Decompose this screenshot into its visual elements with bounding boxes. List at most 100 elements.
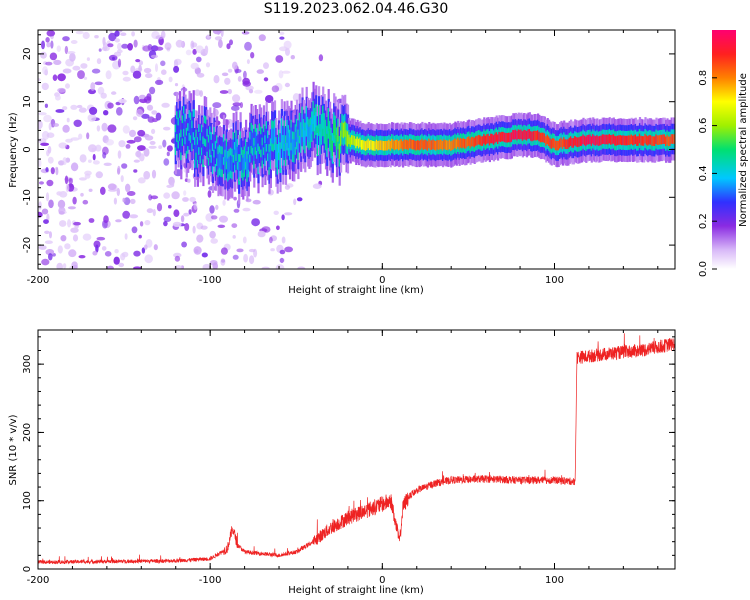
spectrogram-cell	[62, 106, 68, 111]
spectrogram-cell	[46, 30, 56, 37]
spectrogram-cell	[309, 125, 312, 141]
spectrogram-cell	[312, 183, 322, 189]
spectrogram-cell	[216, 143, 219, 159]
spectrogram-cell	[55, 94, 61, 101]
spectrogram-cell	[109, 30, 113, 34]
spectrogram-cell	[88, 218, 95, 223]
spectrogram-cell	[626, 135, 629, 146]
spectrogram-cell	[636, 136, 639, 146]
spectrogram-cell	[220, 153, 223, 170]
spectrogram-cell	[215, 204, 219, 210]
spectrogram-cell	[117, 42, 122, 51]
spectrogram-cell	[105, 139, 114, 146]
spectrogram-cell	[118, 99, 127, 104]
spectrogram-cell	[122, 76, 131, 82]
spectrogram-cell	[204, 45, 209, 54]
spectrogram-cell	[250, 52, 255, 59]
spectrogram-cell	[520, 129, 523, 140]
snr-xlabel: Height of straight line (km)	[288, 585, 424, 596]
spectrogram-cell	[243, 154, 246, 170]
spectrogram-cell	[495, 132, 498, 142]
spectrogram-cell	[210, 215, 218, 220]
spectrogram-cell	[386, 140, 389, 151]
spectrogram-cell	[371, 140, 374, 151]
spectrogram-cell	[330, 135, 333, 151]
spectrogram-cell	[229, 39, 233, 46]
spectrogram-cell	[524, 130, 527, 140]
spectrogram-cell	[565, 139, 569, 150]
spectrogram-cell	[251, 218, 260, 227]
spectrogram-cell	[280, 125, 283, 142]
spectrogram-cell	[279, 31, 285, 35]
spectrogram-cell	[88, 188, 93, 192]
spectrogram-cell	[115, 219, 122, 223]
spectrogram-cell	[180, 215, 185, 223]
spectrogram-cell	[68, 249, 77, 258]
spectrogram-cell	[235, 138, 238, 154]
spectrogram-cell	[40, 51, 47, 59]
spectrogram-cell	[670, 134, 673, 144]
spectrogram-cell	[184, 223, 190, 231]
spectrogram-xlabel: Height of straight line (km)	[288, 285, 424, 296]
spectrogram-cell	[450, 141, 453, 151]
spectrogram-cell	[348, 134, 351, 145]
spectrogram-cell	[357, 138, 361, 149]
spectrogram-cell	[461, 138, 464, 149]
spectrogram-cell	[284, 142, 288, 159]
spectrogram-cell	[246, 158, 249, 175]
spectrogram-cell	[373, 141, 376, 151]
spectrogram-cell	[275, 144, 278, 160]
spectrogram-cell	[45, 167, 49, 173]
spectrogram-cell	[117, 150, 122, 159]
spectrogram-cell	[57, 73, 66, 82]
spectrogram-cell	[59, 191, 68, 198]
spectrogram-cell	[117, 58, 122, 68]
spectrogram-cell	[212, 102, 222, 109]
spectrogram-cell	[137, 145, 146, 151]
spectrogram-cell	[222, 141, 226, 158]
colorbar-axes: 0.0 0.2 0.4 0.6 0.8	[698, 70, 717, 277]
spectrogram-cell	[212, 262, 218, 269]
spectrogram-cell	[88, 144, 97, 153]
spectrogram-cell	[150, 195, 159, 200]
spectrogram-cell	[92, 160, 100, 165]
spectrogram-cell	[601, 134, 604, 144]
spectrogram-cell	[257, 151, 260, 167]
spectrogram-cell	[279, 249, 286, 255]
spectrogram-cell	[79, 154, 87, 163]
spectrogram-cell	[249, 139, 252, 155]
spectrogram-cell	[630, 134, 633, 145]
spectrogram-cell	[433, 140, 436, 150]
spectrogram-cell	[360, 140, 363, 150]
spectrogram-cell	[265, 95, 274, 103]
spectrogram-cell	[519, 129, 522, 140]
spectrogram-cell	[166, 145, 173, 152]
spectrogram-cell	[239, 139, 242, 155]
spectrogram-cell	[233, 196, 237, 201]
spectrogram-cell	[221, 72, 229, 77]
spectrogram-cell	[172, 221, 182, 227]
spectrogram-cell	[72, 264, 78, 269]
spectrogram-cell	[139, 221, 144, 227]
spectrogram-cell	[647, 136, 650, 146]
spectrogram-cell	[161, 102, 170, 108]
spectrogram-cell	[312, 108, 315, 124]
spectrogram-cell	[213, 134, 216, 150]
spectrogram-cell	[300, 129, 303, 146]
spectrogram-cell	[143, 67, 152, 74]
spectrogram-cell	[338, 143, 341, 159]
spectrogram-cell	[618, 135, 621, 145]
spectrogram-cell	[177, 125, 180, 141]
spectrogram-cell	[105, 70, 112, 80]
spectrogram-cell	[132, 70, 142, 79]
spectrogram-cell	[446, 140, 449, 150]
spectrogram-cell	[176, 118, 179, 135]
spectrogram-cell	[149, 140, 156, 145]
spectrogram-cell	[73, 221, 81, 226]
spectrogram-cell	[91, 68, 101, 74]
spectrogram-cell	[307, 124, 310, 140]
spectrogram-cell	[166, 184, 173, 188]
spectrogram-cell	[46, 213, 50, 222]
spectrogram-cell	[39, 181, 44, 185]
spectrogram-cell	[173, 209, 180, 217]
